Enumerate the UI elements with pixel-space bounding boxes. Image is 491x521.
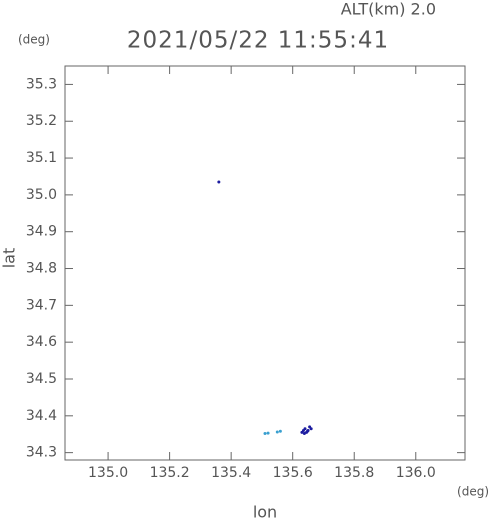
point (305, 429, 309, 433)
x-tick-label: 135.6 (273, 465, 313, 481)
point (217, 180, 221, 184)
y-tick-label: 35.0 (26, 187, 57, 203)
x-tick-label: 135.2 (150, 465, 190, 481)
point (302, 431, 306, 435)
x-tick-label: 135.4 (211, 465, 251, 481)
plot-frame (64, 65, 466, 461)
x-tick-label: 135.8 (334, 465, 374, 481)
point (278, 429, 282, 433)
y-tick-label: 34.6 (26, 334, 57, 350)
y-unit: (deg) (18, 33, 50, 47)
point (303, 427, 307, 431)
chart-title: 2021/05/22 11:55:41 (127, 28, 389, 54)
y-tick-label: 35.2 (26, 113, 57, 129)
point (263, 431, 267, 435)
y-tick-label: 34.8 (26, 261, 57, 277)
point (275, 430, 279, 434)
point (309, 427, 313, 431)
x-tick-label: 136.0 (396, 465, 436, 481)
y-tick-label: 34.9 (26, 224, 57, 240)
y-tick-label: 34.3 (26, 445, 57, 461)
y-tick-label: 34.4 (26, 408, 57, 424)
y-tick-label: 35.3 (26, 76, 57, 92)
y-tick-label: 35.1 (26, 150, 57, 166)
x-tick-label: 135.0 (88, 465, 128, 481)
point (266, 431, 270, 435)
x-unit: (deg) (457, 485, 489, 499)
y-axis-label: lat (0, 248, 19, 269)
x-axis-label: lon (253, 503, 277, 521)
altitude-label: ALT(km) 2.0 (341, 0, 436, 19)
y-tick-label: 34.5 (26, 371, 57, 387)
y-tick-label: 34.7 (26, 297, 57, 313)
